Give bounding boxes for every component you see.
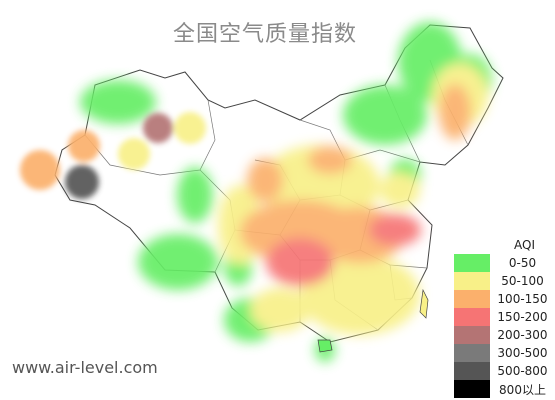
legend-swatch (454, 362, 490, 380)
legend-item: 200-300 (454, 326, 555, 344)
legend-label: 100-150 (497, 292, 548, 306)
watermark: www.air-level.com (12, 358, 158, 377)
legend-label: 0-50 (508, 256, 537, 270)
legend-swatch (454, 308, 490, 326)
legend: AQI 0-50 50-100 100-150 150-200 200-300 300-5… (454, 236, 555, 398)
legend-item: 100-150 (454, 290, 555, 308)
legend-item: 800以上 (454, 380, 555, 398)
legend-swatch (454, 254, 490, 272)
legend-swatch (454, 380, 490, 398)
legend-label: 500-800 (497, 364, 548, 378)
legend-swatch (454, 272, 490, 290)
hainan-outline (317, 339, 333, 353)
legend-label: 50-100 (501, 274, 544, 288)
legend-swatch (454, 290, 490, 308)
legend-item: 0-50 (454, 254, 555, 272)
map-title: 全国空气质量指数 (172, 22, 357, 47)
legend-label: 800以上 (499, 382, 546, 397)
legend-item: 300-500 (454, 344, 555, 362)
legend-item: 150-200 (454, 308, 555, 326)
legend-title: AQI (514, 238, 535, 252)
legend-label: 200-300 (497, 328, 548, 342)
legend-item: 50-100 (454, 272, 555, 290)
legend-swatch (454, 344, 490, 362)
legend-label: 300-500 (497, 346, 548, 360)
legend-label: 150-200 (497, 310, 548, 324)
legend-item: 500-800 (454, 362, 555, 380)
legend-swatch (454, 326, 490, 344)
taiwan-outline (419, 288, 429, 319)
aqi-overlay (20, 22, 492, 362)
